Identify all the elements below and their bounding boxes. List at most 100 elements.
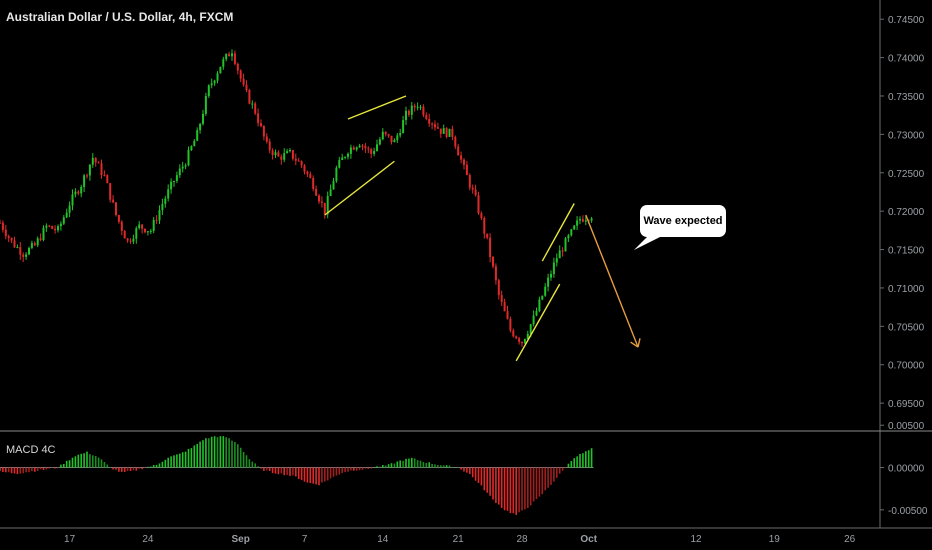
macd-bar [213,436,216,468]
macd-bar [408,458,410,468]
macd-bar [332,467,335,477]
candle-body [370,149,373,154]
price-axis-label: 0.74000 [888,54,925,65]
macd-bar [587,450,590,468]
wedge-1-upper-line [347,95,407,120]
price-axis-label: 0.72000 [888,207,925,218]
macd-bar [22,467,24,474]
candle-body [306,171,309,175]
macd-bar [500,467,503,508]
candle-body [547,277,550,287]
macd-bar [535,467,538,500]
macd-bar [5,467,7,473]
macd-bar [509,467,512,514]
macd-bar [31,467,33,472]
macd-bar [60,464,62,468]
macd-bar [384,465,387,468]
macd-bar [92,455,94,468]
candle-body [407,110,410,115]
projection-arrowhead [630,341,639,348]
candle-body [419,106,422,108]
macd-bar [216,437,219,468]
price-axis-label: 0.70500 [888,322,925,333]
candle-body [344,156,347,158]
candle-body [471,187,474,190]
macd-bar [254,463,256,468]
price-axis-label: 0.71000 [888,284,925,295]
chart-title: Australian Dollar / U.S. Dollar, 4h, FXC… [6,10,234,24]
callout-tail [634,236,662,250]
macd-bar [268,467,271,471]
macd-bar [155,464,158,468]
macd-bar [561,467,564,471]
candle-body [399,133,402,136]
macd-bar [219,436,222,468]
candle-body [558,250,561,259]
candle-body [483,218,486,234]
candle-body [30,243,33,248]
macd-bar [237,444,239,468]
candle-body [190,146,193,151]
candle-body [416,106,419,108]
time-axis-label: 7 [302,534,308,545]
wedge-2-lower-line [515,283,561,362]
macd-bar [425,462,428,468]
candle-body [277,152,280,157]
candle-body [320,201,323,203]
candle-body [436,127,439,129]
candle-body [115,202,117,216]
macd-bar [396,461,399,468]
macd-bar [63,464,65,468]
candle-body [323,202,326,215]
candle-body [349,147,352,154]
macd-bar [205,438,207,468]
macd-bar [387,464,390,468]
candle-body [434,124,436,128]
candle-body [39,238,42,240]
macd-bar [413,458,416,468]
macd-bar [486,467,488,493]
macd-bar [7,467,10,473]
candle-body [184,165,187,167]
candle-body [358,145,361,148]
macd-bar [68,460,71,468]
macd-bar [382,465,384,468]
price-axis-label: 0.73000 [888,130,925,141]
candle-body [341,157,344,160]
macd-bar [123,467,126,472]
candle-body [167,189,170,199]
candle-body [532,315,535,325]
candle-body [326,196,329,215]
macd-bar [106,464,109,468]
candle-body [141,224,144,229]
macd-bar [292,467,294,476]
candle-body [152,219,155,231]
macd-bar [161,461,164,468]
macd-bar [86,451,88,468]
candle-body [364,145,367,149]
macd-bar [306,467,309,483]
time-axis-label: Oct [580,534,597,545]
macd-bar [477,467,480,483]
macd-bar [109,467,111,468]
candle-body [361,145,364,147]
candle-body [355,147,358,150]
candle-body [526,333,529,339]
candle-body [454,136,457,147]
macd-bar [289,467,291,476]
macd-bar [202,440,204,468]
candle-body [126,238,129,241]
macd-bar [193,445,196,468]
candle-body [228,53,231,57]
candle-body [373,151,376,154]
macd-bar [338,467,341,475]
macd-bar [506,467,509,511]
candle-body [335,167,338,182]
macd-bar [428,462,430,468]
candle-body [83,175,86,187]
macd-bar [266,467,268,471]
macd-bar [228,438,230,468]
macd-bar [312,467,314,484]
macd-bar [10,467,13,474]
macd-bar [556,467,558,478]
